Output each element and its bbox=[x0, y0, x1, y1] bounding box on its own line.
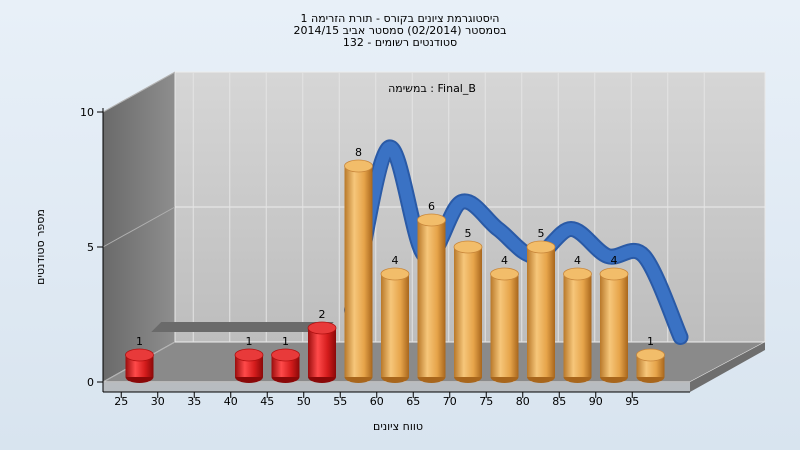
bar-value-label: 1 bbox=[282, 335, 289, 348]
bar-4 bbox=[344, 159, 373, 383]
bar-value-label: 2 bbox=[319, 308, 326, 321]
y-axis-label: מספר סטודנטים bbox=[34, 209, 47, 285]
x-tick-label: 75 bbox=[479, 395, 493, 408]
bar-body bbox=[344, 166, 373, 377]
x-tick-label: 30 bbox=[151, 395, 165, 408]
bar-value-label: 1 bbox=[136, 335, 143, 348]
chart-title-line-1: היסטוגרמת ציונים בקורס - תורת הזרימה 1 bbox=[300, 12, 500, 25]
flat-ribbon bbox=[151, 322, 334, 332]
chart-title-line-3: סטודנטים רשומים - 132 bbox=[342, 36, 458, 49]
y-tick-label: 10 bbox=[80, 106, 94, 119]
bar-7 bbox=[453, 240, 483, 383]
bar-2 bbox=[271, 348, 300, 383]
floor-edge bbox=[690, 342, 765, 392]
bar-12 bbox=[636, 348, 665, 383]
bar-value-label: 5 bbox=[465, 227, 472, 240]
bar-value-label: 4 bbox=[392, 254, 399, 267]
x-tick-label: 65 bbox=[406, 395, 420, 408]
x-tick-label: 60 bbox=[370, 395, 384, 408]
bar-value-label: 4 bbox=[501, 254, 508, 267]
bar-top bbox=[563, 267, 592, 281]
bar-8 bbox=[490, 267, 519, 383]
y-tick-label: 0 bbox=[87, 376, 94, 389]
bar-top bbox=[344, 159, 373, 173]
bar-body bbox=[381, 274, 409, 377]
bar-top bbox=[599, 267, 629, 281]
trend-ribbon bbox=[151, 139, 689, 345]
bar-body bbox=[600, 274, 628, 377]
bar-top bbox=[271, 348, 300, 362]
bar-body bbox=[527, 247, 555, 377]
bar-body bbox=[454, 247, 482, 377]
bar-top bbox=[417, 213, 446, 227]
bar-value-label: 4 bbox=[611, 254, 618, 267]
x-tick-label: 55 bbox=[333, 395, 347, 408]
bar-3 bbox=[307, 321, 337, 383]
trend-ribbon-line bbox=[346, 141, 687, 343]
x-tick-label: 90 bbox=[589, 395, 603, 408]
bar-value-label: 1 bbox=[647, 335, 654, 348]
bar-body bbox=[563, 274, 592, 377]
floor-front bbox=[103, 382, 690, 392]
bar-10 bbox=[563, 267, 592, 383]
bar-11 bbox=[599, 267, 629, 383]
y-tick-label: 5 bbox=[87, 241, 94, 254]
bar-value-label: 6 bbox=[428, 200, 435, 213]
x-tick-label: 85 bbox=[552, 395, 566, 408]
bar-top bbox=[307, 321, 337, 335]
bar-top bbox=[453, 240, 483, 254]
bar-body bbox=[490, 274, 519, 377]
x-tick-label: 80 bbox=[516, 395, 530, 408]
bar-top bbox=[125, 348, 154, 362]
x-tick-label: 50 bbox=[297, 395, 311, 408]
bar-6 bbox=[417, 213, 446, 383]
bars bbox=[125, 159, 665, 383]
x-tick-label: 25 bbox=[114, 395, 128, 408]
bar-body bbox=[417, 220, 446, 377]
x-tick-label: 40 bbox=[224, 395, 238, 408]
bar-value-label: 1 bbox=[246, 335, 253, 348]
bar-top bbox=[490, 267, 519, 281]
bar-value-label: 8 bbox=[355, 146, 362, 159]
chart-title-line-2: בסמסטר (02/2014) סמסטר אביב 2014/15 bbox=[293, 24, 507, 37]
bar-body bbox=[308, 328, 336, 377]
x-tick-label: 35 bbox=[187, 395, 201, 408]
grid-line-side bbox=[102, 71, 176, 113]
chart-subtitle: במשימה : Final_B bbox=[388, 82, 476, 95]
bar-top bbox=[380, 267, 410, 281]
bar-1 bbox=[234, 348, 264, 383]
bar-top bbox=[636, 348, 665, 362]
bar-top bbox=[526, 240, 556, 254]
x-tick-label: 95 bbox=[625, 395, 639, 408]
bar-5 bbox=[380, 267, 410, 383]
x-tick-label: 70 bbox=[443, 395, 457, 408]
grid-line-side bbox=[102, 206, 176, 248]
x-tick-label: 45 bbox=[260, 395, 274, 408]
bar-value-label: 4 bbox=[574, 254, 581, 267]
bar-9 bbox=[526, 240, 556, 383]
bar-top bbox=[234, 348, 264, 362]
bar-0 bbox=[125, 348, 154, 383]
x-axis-label: טווח ציונים bbox=[373, 420, 423, 433]
bar-value-label: 5 bbox=[538, 227, 545, 240]
